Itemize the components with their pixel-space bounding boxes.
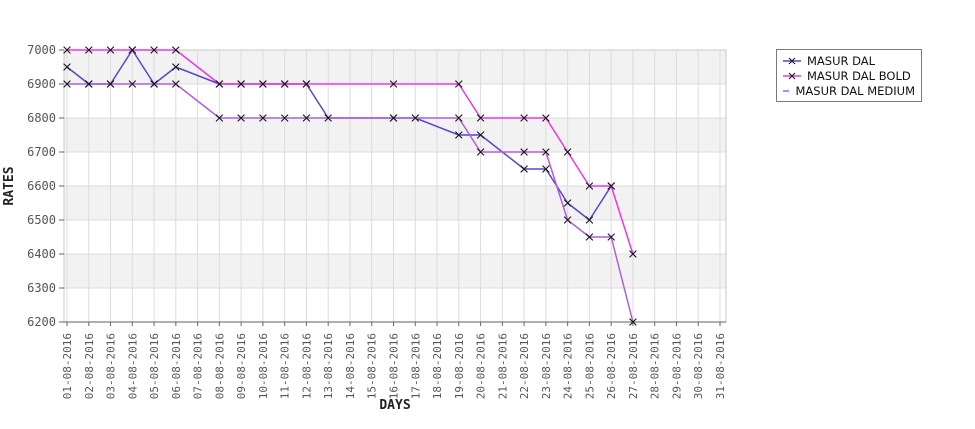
x-tick-label: 05-08-2016 (148, 333, 161, 399)
x-tick-label: 30-08-2016 (692, 333, 705, 399)
series-line-masur-dal-medium (67, 83, 634, 323)
legend-label: MASUR DAL MEDIUM (795, 83, 915, 98)
legend-item-masur-dal-bold: MASUR DAL BOLD (783, 68, 915, 83)
series-markers-masur-dal-bold (63, 46, 637, 258)
x-tick-label: 17-08-2016 (409, 333, 422, 399)
plot-band (64, 254, 726, 288)
plot-band (64, 152, 726, 186)
y-axis-ticks (59, 49, 64, 323)
x-tick-label: 18-08-2016 (431, 333, 444, 399)
x-tick-label: 26-08-2016 (605, 333, 618, 399)
y-axis-title: RATES (2, 166, 17, 206)
x-tick-label: 23-08-2016 (540, 333, 553, 399)
plot-band (64, 118, 726, 152)
x-tick-label: 03-08-2016 (105, 333, 118, 399)
series-line-masur-dal-bold (67, 49, 634, 255)
y-tick-label: 6500 (27, 213, 56, 227)
y-tick-label: 6400 (27, 247, 56, 261)
plot-band (64, 186, 726, 220)
x-axis-ticks (66, 322, 721, 326)
x-axis-title: DAYS (379, 398, 411, 413)
legend-item-masur-dal-medium: MASUR DAL MEDIUM (783, 83, 915, 98)
plot-band (64, 84, 726, 118)
legend-line-sample-icon (783, 57, 801, 64)
x-tick-label: 16-08-2016 (388, 333, 401, 399)
y-tick-label: 6300 (27, 281, 56, 295)
x-tick-label: 02-08-2016 (83, 333, 96, 399)
y-tick-label: 6200 (27, 315, 56, 329)
series-markers-masur-dal-medium (63, 80, 637, 326)
x-tick-label: 28-08-2016 (649, 333, 662, 399)
x-tick-label: 19-08-2016 (453, 333, 466, 399)
x-tick-label: 20-08-2016 (475, 333, 488, 399)
x-tick-label: 21-08-2016 (496, 333, 509, 399)
x-tick-label: 15-08-2016 (366, 333, 379, 399)
x-tick-label: 01-08-2016 (61, 333, 74, 399)
x-tick-label: 14-08-2016 (344, 333, 357, 399)
x-tick-label: 07-08-2016 (192, 333, 205, 399)
plot-band (64, 220, 726, 254)
legend-line-sample-icon (783, 87, 790, 94)
x-tick-label: 11-08-2016 (279, 333, 292, 399)
y-tick-label: 6700 (27, 145, 56, 159)
x-tick-label: 09-08-2016 (235, 333, 248, 399)
x-tick-label: 29-08-2016 (670, 333, 683, 399)
legend-label: MASUR DAL BOLD (807, 68, 911, 83)
legend-label: MASUR DAL (807, 53, 876, 68)
plot-band (64, 288, 726, 322)
y-tick-labels: 6200 6300 6400 6500 6600 6700 6800 6900 7000 (27, 43, 56, 329)
y-tick-label: 6600 (27, 179, 56, 193)
x-tick-label: 25-08-2016 (583, 333, 596, 399)
x-tick-label: 22-08-2016 (518, 333, 531, 399)
x-tick-label: 31-08-2016 (714, 333, 727, 399)
x-tick-label: 27-08-2016 (627, 333, 640, 399)
x-tick-label: 04-08-2016 (126, 333, 139, 399)
y-tick-label: 6800 (27, 111, 56, 125)
x-tick-labels: 01-08-2016 02-08-2016 03-08-2016 04-08-2016… (61, 333, 727, 399)
x-tick-label: 06-08-2016 (170, 333, 183, 399)
legend: MASUR DAL MASUR DAL BOLD MASUR DAL MEDIU… (776, 49, 922, 102)
plot-band (64, 50, 726, 84)
y-tick-label: 6900 (27, 77, 56, 91)
x-tick-label: 24-08-2016 (562, 333, 575, 399)
legend-line-sample-icon (783, 72, 801, 79)
x-tick-label: 10-08-2016 (257, 333, 270, 399)
y-tick-label: 7000 (27, 43, 56, 57)
x-tick-label: 13-08-2016 (322, 333, 335, 399)
x-tick-label: 12-08-2016 (300, 333, 313, 399)
plot-bands (64, 50, 726, 322)
legend-item-masur-dal: MASUR DAL (783, 53, 915, 68)
x-tick-label: 08-08-2016 (213, 333, 226, 399)
